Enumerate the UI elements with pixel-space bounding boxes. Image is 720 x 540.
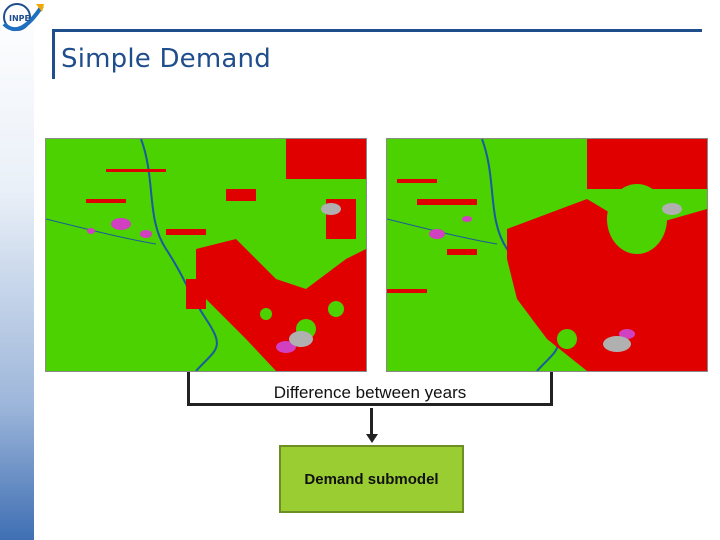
inpe-logo-icon: INPE (0, 0, 46, 38)
demand-submodel-box: Demand submodel (279, 445, 464, 513)
land-use-map-later-year (386, 138, 708, 372)
difference-label: Difference between years (273, 383, 467, 402)
demand-submodel-label: Demand submodel (304, 470, 439, 488)
slide-title: Simple Demand (61, 44, 271, 74)
title-rule-left (52, 29, 55, 79)
title-rule-top (52, 29, 702, 32)
difference-connector (187, 372, 553, 406)
svg-text:INPE: INPE (9, 14, 30, 23)
land-use-map-earlier-year (45, 138, 367, 372)
arrow-down-icon (366, 434, 378, 443)
left-gradient-bar (0, 0, 34, 540)
arrow-line (370, 408, 373, 436)
